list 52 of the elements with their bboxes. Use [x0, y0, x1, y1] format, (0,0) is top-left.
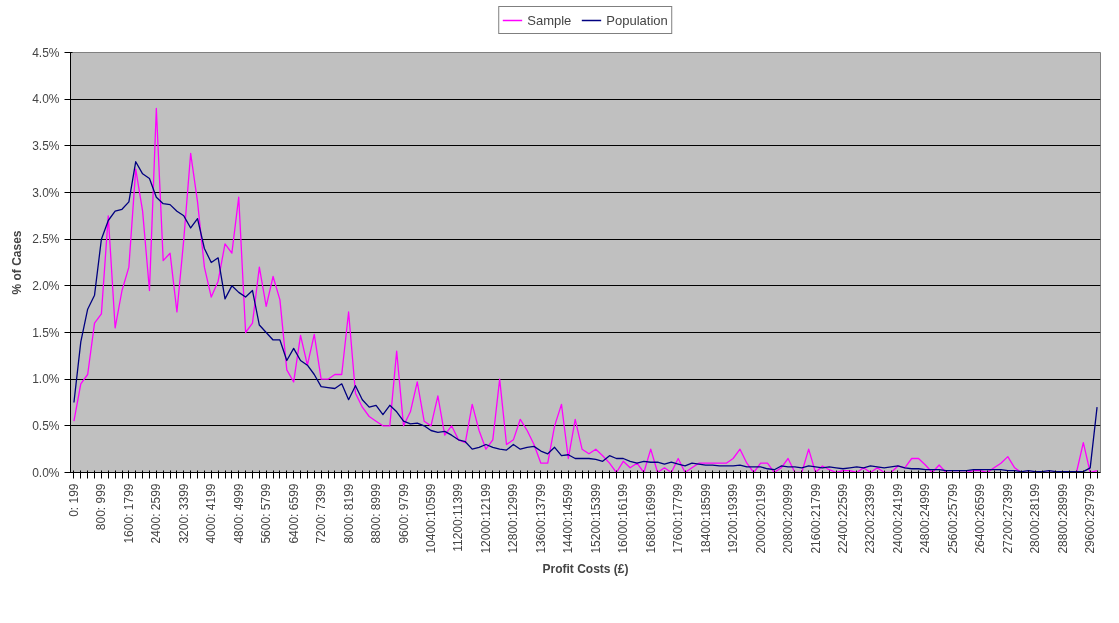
x-tick-label: 11200:11399: [451, 483, 466, 552]
y-tick-label: 1.5%: [32, 325, 60, 340]
x-tick-label: 21600:21799: [808, 483, 823, 554]
x-tick-label: 18400:18599: [698, 483, 713, 554]
x-tick-label: 16000:16199: [616, 483, 631, 554]
x-tick-label: 26400:26599: [973, 483, 988, 554]
y-tick-label: 2.0%: [32, 278, 60, 293]
x-tick-label: 4800: 4999: [231, 483, 246, 544]
x-tick-label: 19200:19399: [726, 483, 741, 554]
x-tick-label: 28000:28199: [1028, 483, 1043, 554]
x-tick-label: 8800: 8999: [369, 483, 384, 544]
x-tick-label: 0: 199: [66, 483, 81, 517]
y-tick-label: 3.0%: [32, 185, 60, 200]
x-tick-label: 3200: 3399: [176, 483, 191, 544]
x-tick-label: 2400: 2599: [149, 483, 164, 544]
x-tick-label: 20800:20999: [781, 483, 796, 554]
x-tick-label: 8000: 8199: [341, 483, 356, 544]
legend-label: Population: [606, 12, 668, 28]
y-tick-label: 0.0%: [32, 465, 60, 480]
x-tick-label: 7200: 7399: [314, 483, 329, 544]
y-tick-label: 0.5%: [32, 418, 60, 433]
x-tick-label: 10400:10599: [424, 483, 438, 554]
x-tick-label: 6400: 6599: [286, 483, 301, 544]
x-tick-label: 9600: 9799: [396, 483, 411, 544]
y-tick-label: 2.5%: [32, 232, 60, 247]
x-tick-label: 12000:12199: [478, 483, 493, 554]
y-tick-label: 3.5%: [32, 138, 60, 153]
x-tick-label: 16800:16999: [643, 483, 658, 554]
x-tick-label: 24000:24199: [890, 483, 905, 554]
y-tick-label: 4.5%: [32, 45, 60, 60]
x-tick-label: 1600: 1799: [121, 483, 136, 544]
x-tick-label: 15200:15399: [588, 483, 603, 554]
y-axis-title: % of Cases: [10, 230, 25, 295]
x-tick-label: 25600:25799: [945, 483, 960, 554]
x-tick-label: 29600:29799: [1083, 483, 1098, 554]
x-tick-label: 27200:27399: [1000, 483, 1015, 554]
x-tick-label: 14400:14599: [561, 483, 576, 554]
x-tick-label: 22400:22599: [836, 483, 850, 554]
x-tick-label: 13600:13799: [533, 483, 548, 554]
y-tick-label: 1.0%: [32, 372, 60, 387]
x-tick-label: 17600:17799: [671, 483, 686, 554]
x-tick-label: 20000:20199: [753, 483, 768, 554]
x-tick-label: 28800:28999: [1055, 483, 1070, 554]
y-tick-label: 4.0%: [32, 92, 60, 107]
x-tick-label: 4000: 4199: [204, 483, 219, 544]
x-tick-label: 12800:12999: [506, 483, 521, 554]
x-tick-label: 24800:24999: [918, 483, 933, 554]
x-axis-title: Profit Costs (£): [542, 561, 629, 576]
x-tick-label: 23200:23399: [863, 483, 878, 554]
x-tick-label: 5600: 5799: [259, 483, 274, 544]
x-tick-label: 800: 999: [94, 483, 109, 531]
legend-label: Sample: [527, 12, 572, 28]
